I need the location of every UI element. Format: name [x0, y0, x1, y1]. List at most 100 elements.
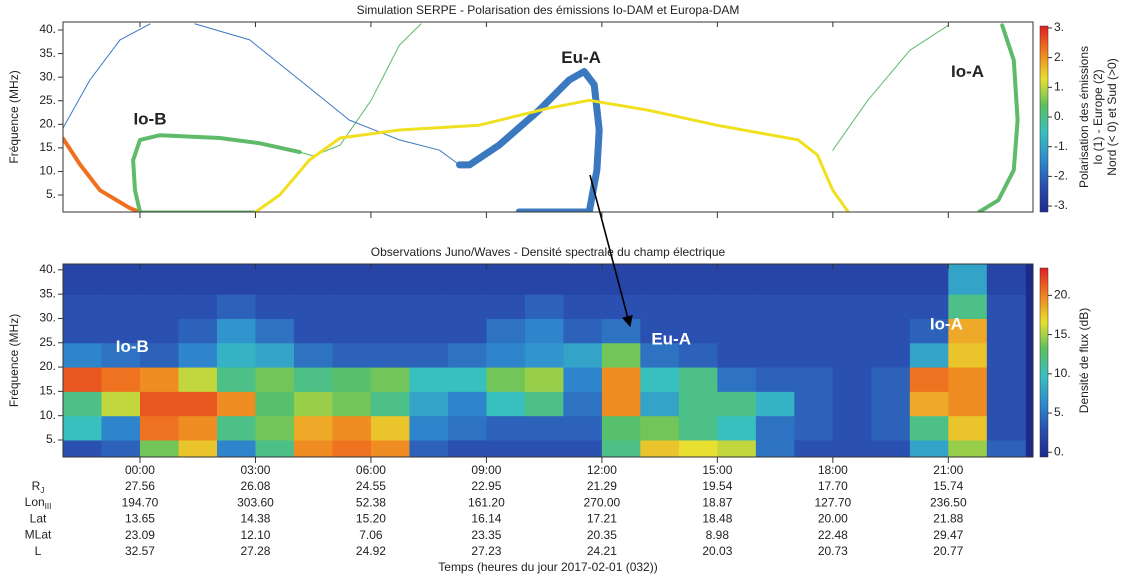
- ephemeris-value: 22.95: [471, 479, 501, 493]
- colorbar-tick-label: 3.: [1054, 20, 1064, 34]
- spectrogram-cell: [871, 264, 911, 295]
- spectrogram-cell: [678, 415, 718, 441]
- spectrogram-cell: [794, 391, 834, 417]
- ephemeris-value: 303.60: [237, 495, 274, 509]
- spectrogram-cell: [63, 342, 102, 368]
- spectrogram-cell: [871, 367, 911, 392]
- spectrogram-cell: [370, 318, 410, 344]
- spectrogram-cell: [293, 367, 333, 392]
- spectrogram-cell: [255, 318, 295, 344]
- spectrogram-cell: [63, 294, 102, 319]
- spectrogram-cell: [447, 415, 487, 441]
- spectrogram-cell: [640, 318, 680, 344]
- colorbar-label: Nord (< 0) et Sud (>0): [1105, 58, 1119, 175]
- spectrogram-cell: [909, 294, 949, 319]
- spectrogram-cell: [871, 391, 911, 417]
- spectrogram-cell: [909, 342, 949, 368]
- spectrogram-cell: [293, 294, 333, 319]
- y-tick-label: 35.: [39, 46, 56, 60]
- ephemeris-value: 20.73: [818, 544, 848, 558]
- spectrogram-cell: [678, 342, 718, 368]
- ephemeris-value: 17.70: [818, 479, 848, 493]
- spectrogram-cell: [640, 439, 680, 457]
- spectrogram-cell: [678, 439, 718, 457]
- spectrogram-cell: [447, 391, 487, 417]
- y-tick-label: 20.: [39, 359, 56, 373]
- ephemeris-label-sub: J: [40, 486, 44, 495]
- emission-curve: [194, 23, 460, 166]
- ephemeris-value: 19.54: [702, 479, 732, 493]
- colorbar-tick-label: 15.: [1054, 327, 1071, 341]
- spectrogram-cell: [948, 264, 988, 295]
- ephemeris-label: Lat: [30, 512, 47, 526]
- spectrogram-cell: [524, 342, 564, 368]
- x-tick-label: 21:00: [933, 463, 963, 477]
- emission-curve: [131, 133, 302, 212]
- spectrogram-cell: [486, 415, 526, 441]
- spectrogram-cell: [832, 391, 872, 417]
- spectrogram-cell: [794, 415, 834, 441]
- spectrogram-cell: [139, 367, 179, 392]
- spectrogram-cell: [293, 439, 333, 457]
- spectrogram-cell: [255, 367, 295, 392]
- ephemeris-value: 24.21: [587, 544, 617, 558]
- colorbar-tick-label: 5.: [1054, 405, 1064, 419]
- spectrogram-cell: [794, 439, 834, 457]
- ephemeris-value: 24.92: [356, 544, 386, 558]
- panel-title: Simulation SERPE - Polarisation des émis…: [357, 3, 740, 17]
- colorbar-label: Polarisation des émissions: [1077, 46, 1091, 188]
- spectrogram-cell: [986, 367, 1026, 392]
- spectrogram-cell: [409, 439, 449, 457]
- ephemeris-value: 17.21: [587, 512, 617, 526]
- spectrogram-cell: [447, 264, 487, 295]
- spectrogram-cell: [178, 294, 218, 319]
- spectrogram-cell: [370, 367, 410, 392]
- arrow: [589, 174, 633, 328]
- annotation: Io-A: [930, 314, 963, 333]
- spectrogram-cell: [255, 342, 295, 368]
- plot-area: [63, 264, 1033, 457]
- spectrogram-cell: [63, 264, 102, 295]
- ephemeris-value: 194.70: [122, 495, 159, 509]
- colorbar-tick-label: 1.: [1054, 79, 1064, 93]
- x-tick-label: 03:00: [240, 463, 270, 477]
- spectrogram-cell: [948, 391, 988, 417]
- spectrogram-cell: [678, 264, 718, 295]
- spectrogram-cell: [601, 391, 641, 417]
- spectrogram-cell: [986, 342, 1026, 368]
- emission-curve: [63, 23, 151, 129]
- spectrogram-cell: [909, 367, 949, 392]
- spectrogram-cell: [755, 342, 795, 368]
- spectrogram-cell: [948, 367, 988, 392]
- spectrogram-cell: [986, 318, 1026, 344]
- spectrogram-cell: [717, 367, 757, 392]
- spectrogram-cell: [678, 318, 718, 344]
- spectrogram-cell: [986, 391, 1026, 417]
- spectrogram-cell: [832, 439, 872, 457]
- ephemeris-label: L: [35, 544, 42, 558]
- emission-curve: [832, 24, 949, 151]
- ephemeris-value: 52.38: [356, 495, 386, 509]
- panel-title: Observations Juno/Waves - Densité spectr…: [371, 245, 726, 259]
- spectrogram-cell: [63, 439, 102, 457]
- spectrogram-cell: [871, 439, 911, 457]
- spectrogram-cell: [63, 318, 102, 344]
- spectrogram-cell: [717, 264, 757, 295]
- spectrogram-cell: [524, 439, 564, 457]
- spectrogram-cell: [986, 264, 1026, 295]
- annotation: Eu-A: [561, 48, 601, 67]
- emission-curve: [254, 98, 850, 212]
- ephemeris-value: 127.70: [814, 495, 851, 509]
- y-tick-label: 15.: [39, 140, 56, 154]
- spectrogram-cell: [640, 415, 680, 441]
- spectrogram-cell: [101, 415, 141, 441]
- y-tick-label: 35.: [39, 286, 56, 300]
- ephemeris-value: 20.03: [702, 544, 732, 558]
- spectrogram-cell: [794, 294, 834, 319]
- spectrogram-cell: [794, 264, 834, 295]
- spectrogram-cell: [332, 318, 372, 344]
- ephemeris-value: 20.77: [933, 544, 963, 558]
- plot-frame: [62, 263, 1034, 458]
- colorbar: [1039, 25, 1049, 213]
